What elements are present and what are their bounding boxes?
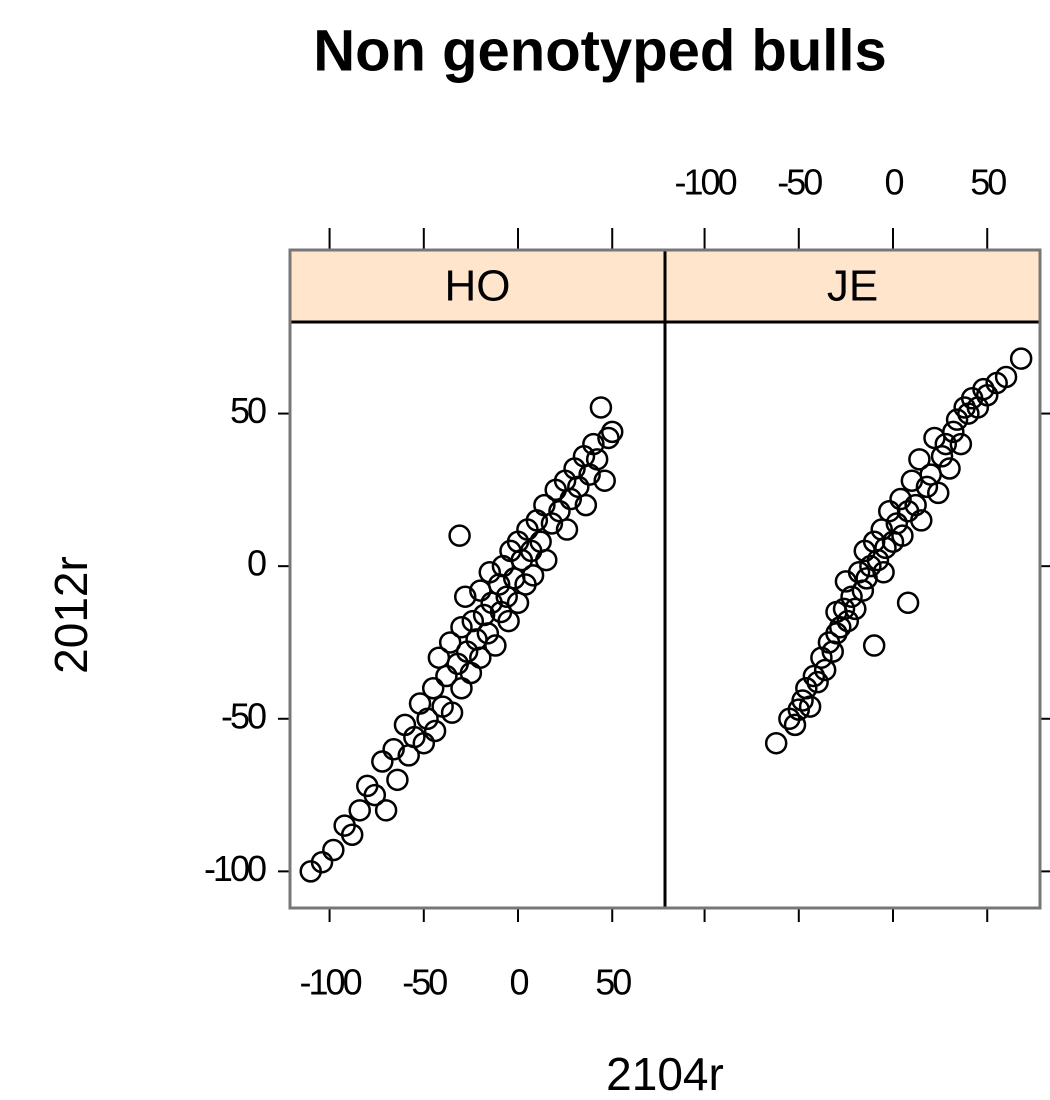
x-tick-label: -50 (402, 962, 447, 1003)
y-tick-label: 0 (247, 543, 266, 584)
point (310, 850, 334, 874)
point (340, 823, 364, 846)
x-axis-label: 2104r (606, 1048, 724, 1100)
point (555, 518, 579, 541)
y-tick-label: 50 (230, 390, 266, 431)
point (904, 493, 927, 517)
point (585, 448, 609, 471)
point (363, 783, 387, 807)
point (597, 426, 620, 450)
point (764, 731, 788, 755)
point (840, 585, 863, 608)
strip-label: JE (827, 262, 878, 311)
point (448, 524, 471, 547)
point (600, 420, 624, 444)
point (435, 664, 458, 688)
point (484, 634, 507, 657)
y-tick-label: -50 (221, 695, 266, 736)
point (896, 591, 920, 615)
point (386, 768, 409, 792)
point (949, 432, 973, 456)
point (832, 597, 856, 621)
x-tick-label: 0 (884, 162, 903, 203)
x-tick-label: 50 (595, 962, 631, 1003)
point (994, 365, 1018, 389)
point (469, 646, 492, 669)
point (374, 799, 398, 822)
point (945, 408, 969, 431)
point (862, 634, 886, 657)
point (476, 622, 500, 645)
point (497, 609, 520, 633)
point (412, 731, 436, 755)
point (836, 609, 860, 633)
strip-label: HO (445, 262, 511, 311)
point (923, 426, 946, 450)
point (942, 420, 965, 444)
point (919, 463, 942, 486)
point (866, 548, 890, 572)
point (930, 445, 954, 468)
point (593, 469, 616, 492)
point (891, 524, 914, 547)
point (889, 487, 912, 511)
point (934, 432, 958, 456)
point (582, 432, 605, 456)
point (440, 701, 464, 724)
point (589, 396, 613, 419)
point (938, 457, 961, 480)
panel-frame (288, 248, 1042, 910)
point (450, 615, 473, 639)
point (783, 713, 807, 737)
point (535, 548, 558, 572)
x-tick-label: 0 (509, 962, 528, 1003)
point (972, 377, 995, 401)
point (825, 622, 848, 645)
point (423, 719, 447, 743)
point (322, 838, 345, 862)
point (908, 448, 931, 471)
point (1009, 347, 1033, 370)
point (521, 564, 545, 587)
point (791, 689, 814, 712)
point (798, 695, 822, 718)
point (874, 536, 897, 560)
chart-title: Non genotyped bulls (313, 18, 887, 83)
point (806, 670, 829, 694)
x-tick-label: 50 (970, 162, 1006, 203)
point (382, 738, 405, 761)
point (438, 631, 462, 654)
strip (290, 250, 665, 322)
strip (665, 250, 1040, 322)
point (540, 512, 564, 535)
point (559, 487, 583, 511)
point (926, 481, 950, 505)
point (454, 585, 477, 608)
point (885, 512, 909, 535)
point (348, 799, 371, 822)
point (872, 561, 895, 584)
x-tick-label: -100 (300, 962, 362, 1003)
point (915, 475, 939, 499)
point (371, 750, 394, 773)
point (416, 707, 439, 731)
point (851, 579, 875, 602)
y-tick-label: -100 (204, 848, 266, 889)
point (859, 554, 882, 578)
x-tick-label: -100 (675, 162, 737, 203)
point (506, 591, 530, 615)
x-tick-label: -50 (777, 162, 822, 203)
point (450, 677, 473, 700)
point (910, 509, 933, 532)
point (421, 677, 445, 700)
y-axis-label: 2012r (45, 556, 97, 674)
point (574, 493, 598, 517)
